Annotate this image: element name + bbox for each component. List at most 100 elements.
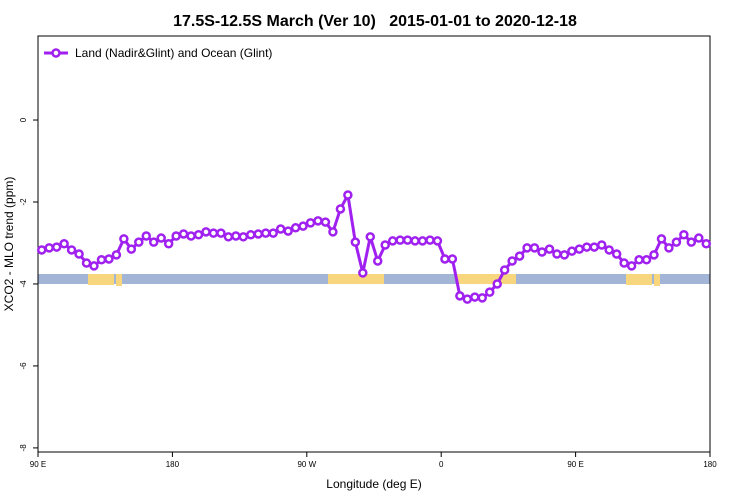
data-point	[492, 279, 502, 289]
data-point	[402, 235, 413, 245]
data-point	[656, 234, 667, 244]
y-tick-label: -4	[19, 280, 28, 288]
x-tick-label: 90 E	[567, 460, 583, 469]
land-band	[88, 274, 114, 285]
data-point	[104, 254, 114, 264]
data-point	[649, 250, 659, 260]
data-point	[119, 234, 129, 244]
data-point	[44, 243, 54, 253]
data-point	[537, 247, 547, 257]
data-point	[238, 232, 249, 242]
data-point	[216, 228, 226, 238]
data-point	[440, 254, 450, 264]
data-point	[283, 226, 293, 236]
data-point	[141, 231, 152, 241]
data-point	[163, 239, 174, 249]
data-point	[260, 228, 271, 238]
land-band	[654, 274, 660, 286]
data-point	[544, 244, 555, 254]
data-point	[589, 242, 600, 252]
land-band	[456, 274, 516, 284]
data-point	[470, 292, 480, 302]
data-point	[380, 240, 390, 250]
data-point	[619, 258, 629, 268]
data-point	[372, 256, 383, 266]
data-point	[320, 217, 331, 227]
data-point	[671, 237, 682, 247]
legend-marker	[51, 48, 61, 58]
x-tick-label: 180	[703, 460, 717, 469]
data-point	[410, 236, 420, 246]
data-point	[611, 249, 622, 259]
data-point	[223, 232, 234, 242]
data-point	[36, 245, 47, 255]
y-axis-label: XCO2 - MLO trend (ppm)	[2, 177, 16, 312]
data-point	[604, 245, 614, 255]
data-point	[268, 228, 278, 238]
land-ocean-mask	[38, 274, 710, 286]
data-point	[455, 291, 465, 301]
data-point	[51, 242, 62, 252]
data-point	[484, 287, 495, 297]
chart-title: 17.5S-12.5S March (Ver 10) 2015-01-01 to…	[173, 13, 577, 30]
data-point	[686, 237, 697, 247]
data-point	[350, 237, 361, 247]
data-point	[574, 244, 585, 254]
data-point	[507, 256, 517, 266]
data-point	[111, 250, 122, 260]
y-tick-label: -2	[19, 198, 28, 206]
land-band	[328, 274, 384, 284]
data-point	[231, 231, 241, 241]
data-point	[335, 204, 346, 214]
data-point	[358, 268, 368, 278]
data-point	[186, 231, 196, 241]
data-point	[522, 243, 532, 253]
data-point	[343, 190, 353, 200]
data-point	[126, 244, 137, 254]
data-point	[134, 237, 144, 247]
data-point	[559, 250, 570, 260]
data-point	[313, 216, 323, 226]
data-point	[193, 230, 204, 240]
data-point	[387, 236, 398, 246]
x-tick-label: 90 E	[30, 460, 46, 469]
land-band	[626, 274, 652, 285]
data-point	[59, 239, 69, 249]
data-point	[477, 293, 488, 303]
data-point	[201, 227, 211, 237]
y-tick-label: -8	[19, 444, 28, 452]
data-point	[74, 249, 84, 259]
data-point	[290, 223, 301, 233]
data-point	[567, 246, 577, 256]
data-point	[529, 243, 540, 253]
data-point	[66, 245, 77, 255]
x-tick-label: 90 W	[297, 460, 316, 469]
x-tick-label: 180	[166, 460, 180, 469]
legend-label: Land (Nadir&Glint) and Ocean (Glint)	[75, 46, 272, 60]
y-tick-label: -6	[19, 362, 28, 370]
data-point	[417, 236, 428, 246]
data-point	[208, 228, 219, 238]
data-point	[328, 227, 338, 237]
data-point	[432, 236, 443, 246]
data-point	[246, 230, 256, 240]
data-point	[89, 261, 99, 271]
data-point	[96, 255, 107, 265]
x-axis-label: Longitude (deg E)	[326, 477, 421, 491]
data-point	[171, 231, 181, 241]
data-point	[641, 255, 652, 265]
data-point	[462, 294, 473, 304]
data-point	[596, 240, 607, 250]
data-point	[178, 229, 189, 239]
data-point	[395, 235, 405, 245]
data-point	[275, 224, 286, 234]
data-point	[81, 258, 92, 268]
data-point	[365, 232, 376, 242]
data-point	[552, 249, 562, 259]
data-point	[148, 237, 159, 247]
data-point	[425, 235, 435, 245]
data-point	[582, 242, 592, 252]
data-point	[305, 218, 316, 228]
data-point	[514, 251, 525, 261]
